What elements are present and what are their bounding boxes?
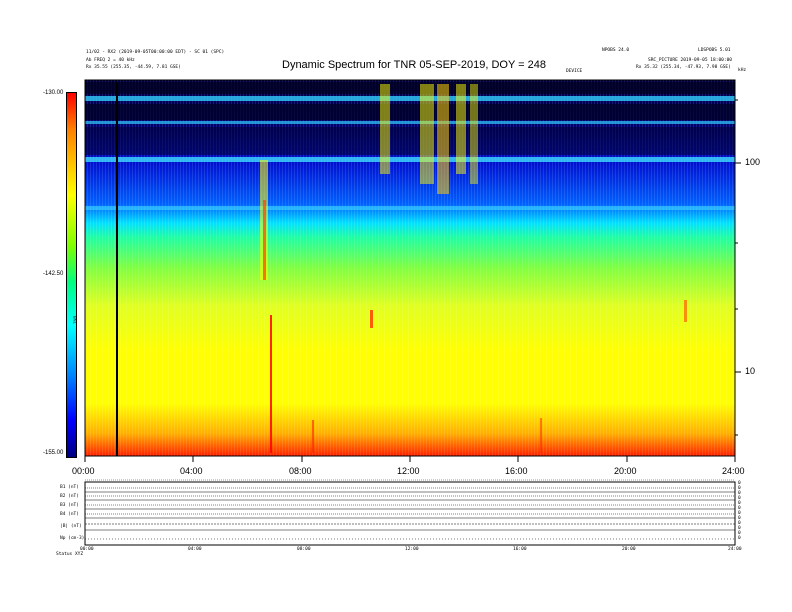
header-center-small: DEVICE bbox=[566, 69, 583, 74]
lower-x-tick-4: 16:00 bbox=[513, 547, 527, 552]
lower-x-tick-0: 00:00 bbox=[80, 547, 94, 552]
x-tick-1600: 16:00 bbox=[505, 466, 528, 476]
header-left-line-2: Ab FREQ 2 = 40 kHz bbox=[86, 58, 135, 63]
lower-x-tick-2: 08:00 bbox=[297, 547, 311, 552]
colorbar-tick-top: -130.00 bbox=[43, 90, 64, 96]
x-tick-2000: 20:00 bbox=[614, 466, 637, 476]
x-tick-0800: 08:00 bbox=[289, 466, 312, 476]
header-right-line-3: Rx 35.32 (255.34, -47.93, 7.98 GSE) bbox=[636, 65, 731, 70]
header-left-line-3: Rx 35.55 (255.35, -44.59, 7.81 GSE) bbox=[86, 65, 181, 70]
lower-footer: Status XYZ bbox=[56, 552, 84, 557]
burst-columns bbox=[260, 84, 687, 453]
row-label-2: B2 (nT) bbox=[60, 494, 79, 499]
colorbar bbox=[66, 92, 77, 458]
lower-x-tick-1: 04:00 bbox=[188, 547, 202, 552]
y-tick-10: 10 bbox=[745, 366, 756, 376]
header-right-info: NPOBS 24.0 SRC_PICTURE 2019-09-05 18:00:… bbox=[602, 48, 732, 70]
header-left-line-1: 11/02 - RX2 (2019-09-05T00:00:00 EDT) - … bbox=[86, 50, 225, 55]
x-tick-2400: 24:00 bbox=[722, 466, 745, 476]
x-tick-0000: 00:00 bbox=[72, 466, 95, 476]
chart-title: Dynamic Spectrum for TNR 05-SEP-2019, DO… bbox=[282, 59, 547, 71]
lower-timeseries-panel bbox=[84, 479, 736, 546]
header-right-line-2: SRC_PICTURE 2019-09-05 18:00:00 bbox=[648, 58, 732, 63]
lower-right-ticks: 0 0 0 0 0 0 0 0 0 0 0 0 bbox=[738, 481, 741, 541]
spectrogram-area bbox=[84, 79, 741, 462]
header-top-right-small: LDSPOBS 5.01 bbox=[698, 48, 731, 53]
lower-x-tick-6: 24:00 bbox=[728, 547, 742, 552]
x-tick-0400: 04:00 bbox=[180, 466, 203, 476]
x-tick-1200: 12:00 bbox=[397, 466, 420, 476]
lower-row-labels: B1 (nT) B2 (nT) B3 (nT) B4 (nT) |B| (nT)… bbox=[60, 483, 84, 543]
row-label-5: |B| (nT) bbox=[60, 524, 82, 529]
row-label-6: Np (cm-3) bbox=[60, 536, 85, 541]
row-label-4: B4 (nT) bbox=[60, 512, 79, 517]
y-tick-100: 100 bbox=[745, 157, 761, 167]
header-left-info: 11/02 - RX2 (2019-09-05T00:00:00 EDT) - … bbox=[86, 50, 224, 70]
colorbar-tick-mid: -142.50 bbox=[43, 271, 64, 277]
header-right-line-1: NPOBS 24.0 bbox=[602, 48, 630, 53]
row-label-3: B3 (nT) bbox=[60, 503, 79, 508]
lower-x-tick-5: 20:00 bbox=[622, 547, 636, 552]
colorbar-tick-bottom: -155.00 bbox=[43, 450, 64, 456]
row-label-1: B1 (nT) bbox=[60, 485, 79, 490]
lower-x-tick-3: 12:00 bbox=[405, 547, 419, 552]
header-unit-label: kHz bbox=[738, 68, 747, 73]
spectrogram-plot bbox=[84, 79, 741, 462]
